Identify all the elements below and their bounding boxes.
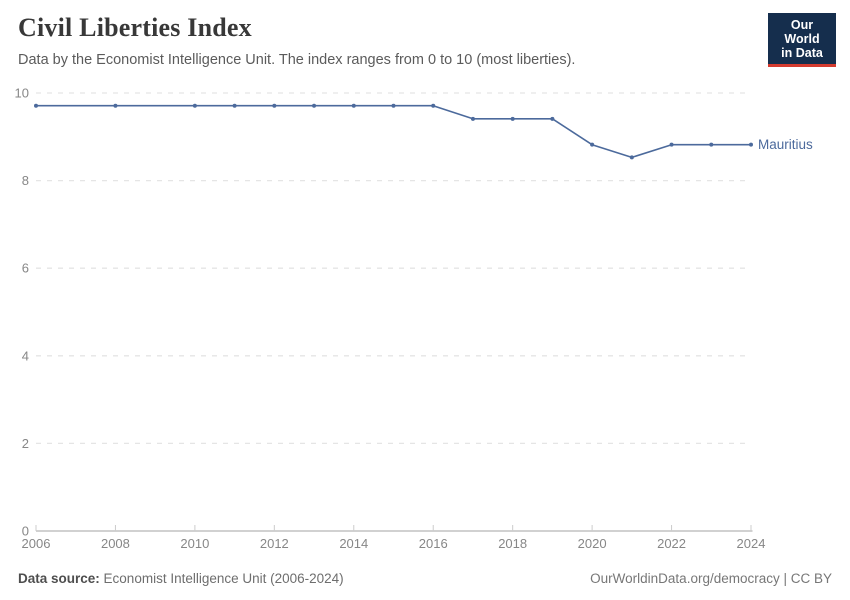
data-point-2015[interactable]: [391, 103, 396, 108]
y-tick-label-0: 0: [22, 524, 29, 539]
page-title: Civil Liberties Index: [18, 13, 252, 42]
owid-logo-line2: in Data: [781, 46, 823, 60]
owid-logo[interactable]: Our World in Data: [768, 13, 836, 67]
x-tick-label-2008: 2008: [101, 536, 130, 551]
data-point-2017[interactable]: [470, 116, 475, 121]
data-source-note: Data source: Economist Intelligence Unit…: [18, 571, 344, 586]
data-source-label: Data source:: [18, 571, 100, 586]
y-tick-label-2: 2: [22, 436, 29, 451]
data-point-2020[interactable]: [590, 142, 595, 147]
x-tick-label-2010: 2010: [180, 536, 209, 551]
series-label-mauritius[interactable]: Mauritius: [758, 137, 813, 152]
y-tick-label-8: 8: [22, 173, 29, 188]
chart-footer: Data source: Economist Intelligence Unit…: [18, 571, 832, 586]
data-point-2010[interactable]: [192, 103, 197, 108]
data-point-2023[interactable]: [709, 142, 714, 147]
x-tick-label-2016: 2016: [419, 536, 448, 551]
series-line-mauritius[interactable]: [36, 104, 751, 159]
data-point-2012[interactable]: [272, 103, 277, 108]
data-point-2008[interactable]: [113, 103, 118, 108]
x-tick-label-2018: 2018: [498, 536, 527, 551]
x-tick-label-2014: 2014: [339, 536, 368, 551]
chart-header: Civil Liberties Index Data by the Econom…: [18, 13, 755, 69]
x-tick-label-2012: 2012: [260, 536, 289, 551]
license-credit-link[interactable]: OurWorldinData.org/democracy | CC BY: [590, 571, 832, 586]
x-tick-label-2020: 2020: [578, 536, 607, 551]
chart-subtitle: Data by the Economist Intelligence Unit.…: [18, 51, 576, 68]
data-point-2018[interactable]: [510, 116, 515, 121]
y-tick-label-4: 4: [22, 348, 29, 363]
data-point-2014[interactable]: [351, 103, 356, 108]
data-point-2011[interactable]: [232, 103, 237, 108]
x-tick-label-2022: 2022: [657, 536, 686, 551]
y-tick-label-10: 10: [15, 86, 29, 101]
x-tick-label-2006: 2006: [22, 536, 51, 551]
owid-logo-line1: Our World: [784, 18, 820, 46]
data-source-text: Economist Intelligence Unit (2006-2024): [103, 571, 344, 586]
data-point-2013[interactable]: [312, 103, 317, 108]
y-tick-label-6: 6: [22, 261, 29, 276]
x-tick-label-2024: 2024: [737, 536, 766, 551]
data-point-2006[interactable]: [34, 103, 38, 108]
data-point-2016[interactable]: [431, 103, 436, 108]
data-point-2019[interactable]: [550, 116, 555, 121]
data-point-2021[interactable]: [629, 155, 634, 160]
data-point-2022[interactable]: [669, 142, 674, 147]
data-point-2024[interactable]: [749, 142, 753, 147]
